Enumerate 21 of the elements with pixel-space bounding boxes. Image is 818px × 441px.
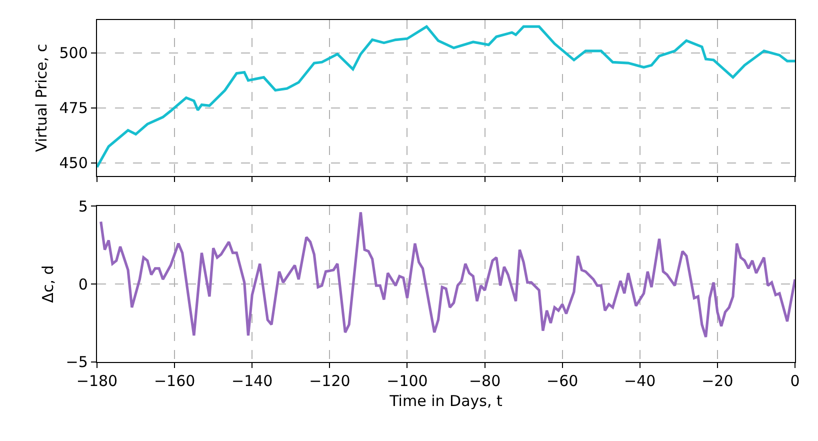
- y-tick-label: 500: [59, 44, 88, 62]
- y-tick-label: 475: [59, 99, 88, 118]
- y-tick-label: −5: [66, 353, 88, 372]
- y-axis-title: Virtual Price, c: [32, 44, 51, 152]
- x-tick-label: −160: [154, 372, 196, 390]
- x-tick-label: −20: [702, 372, 734, 390]
- x-tick-label: −80: [468, 372, 501, 390]
- x-tick-label: −140: [232, 372, 273, 390]
- x-tick-label: 0: [790, 372, 800, 390]
- y-tick-label: 5: [78, 197, 88, 216]
- x-tick-label: −40: [624, 372, 656, 390]
- x-tick-label: −60: [546, 372, 578, 390]
- x-tick-label: −100: [386, 372, 428, 390]
- y-tick-label: 450: [59, 154, 88, 172]
- line-series: [100, 210, 795, 338]
- line-series: [97, 25, 795, 168]
- x-axis-title: Time in Days, t: [388, 392, 502, 410]
- y-tick-label: 0: [78, 275, 88, 294]
- x-tick-label: −180: [76, 372, 118, 390]
- x-tick-label: −120: [309, 372, 350, 390]
- y-axis-title: Δc, d: [39, 265, 58, 303]
